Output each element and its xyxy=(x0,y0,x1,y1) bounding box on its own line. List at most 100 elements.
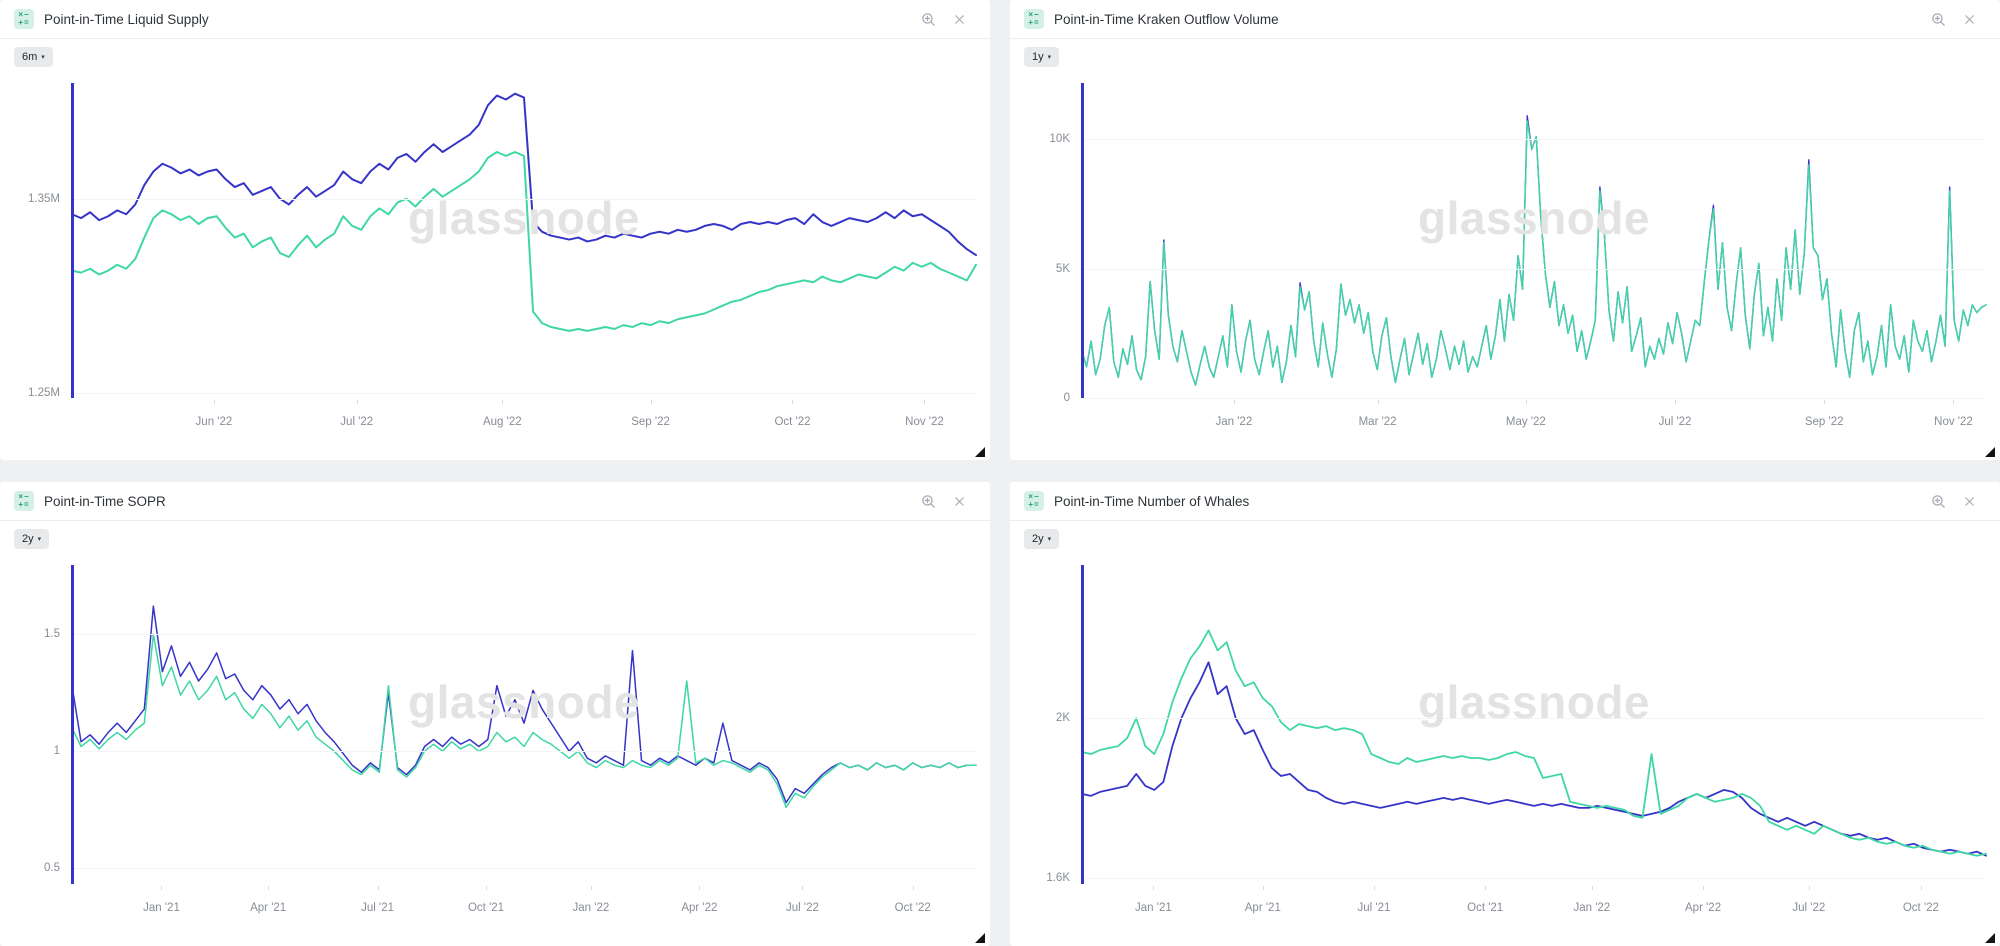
x-tick-label: Oct '21 xyxy=(467,902,505,914)
caret-down-icon: ▾ xyxy=(37,536,42,543)
time-range-dropdown[interactable]: 2y ▾ xyxy=(14,529,50,549)
time-range-dropdown[interactable]: 1y ▾ xyxy=(1024,47,1060,67)
y-axis-line xyxy=(1081,565,1084,884)
x-tick-label: Jul '22 xyxy=(340,416,374,428)
x-axis-labels: Jan '22 Mar '22 May '22 Jul '22 Sep '22 Nov '… xyxy=(1082,416,1986,430)
close-icon[interactable] xyxy=(1960,492,1978,510)
x-tick-mark xyxy=(377,886,379,890)
panel-title: Point-in-Time SOPR xyxy=(44,493,166,509)
x-tick-mark xyxy=(1262,886,1264,890)
x-tick-mark xyxy=(1703,886,1705,890)
close-icon[interactable] xyxy=(950,10,968,28)
resize-handle[interactable] xyxy=(975,447,985,457)
x-tick-label: Sep '22 xyxy=(631,416,670,428)
calculator-icon: ×− += xyxy=(14,491,34,511)
x-tick-label: Oct '22 xyxy=(894,902,931,914)
glassnode-watermark: glassnode xyxy=(1417,192,1651,245)
panel-sopr: ×− += Point-in-Time SOPR 2y ▾ 1.5 1 0.5 gl… xyxy=(0,482,990,946)
panel-header: ×− += Point-in-Time Kraken Outflow Volum… xyxy=(1010,0,2000,39)
series-line-green xyxy=(1082,121,1986,385)
x-tick-label: Jan '22 xyxy=(572,902,610,914)
x-tick-label: Jan '21 xyxy=(1135,902,1172,914)
calculator-icon-row1: ×− xyxy=(18,492,30,501)
caret-down-icon: ▾ xyxy=(41,54,45,61)
resize-handle[interactable] xyxy=(975,933,985,943)
y-axis-line xyxy=(1081,83,1084,398)
x-tick-mark xyxy=(1920,886,1922,890)
resize-handle[interactable] xyxy=(1985,933,1995,943)
time-range-dropdown[interactable]: 6m ▾ xyxy=(14,47,53,67)
y-tick-label: 1.35M xyxy=(28,192,60,205)
calculator-icon-row1: ×− xyxy=(1028,10,1040,19)
glassnode-watermark: glassnode xyxy=(407,192,641,245)
calculator-icon: ×− += xyxy=(14,9,34,29)
calculator-icon-row2: += xyxy=(18,18,30,27)
series-line-green xyxy=(1082,630,1986,855)
chart-plot-area[interactable]: glassnode xyxy=(71,83,976,404)
y-axis-labels: 1.35M 1.25M xyxy=(0,83,60,399)
resize-handle[interactable] xyxy=(1985,447,1995,457)
series-line-blue xyxy=(72,606,976,803)
gridline xyxy=(1082,398,1986,399)
gridline xyxy=(1082,718,1986,720)
gridline xyxy=(1082,268,1986,270)
chart-plot-area[interactable]: glassnode xyxy=(71,565,976,890)
time-range-dropdown[interactable]: 2y ▾ xyxy=(1024,529,1060,549)
zoom-in-icon[interactable] xyxy=(919,10,937,28)
zoom-in-icon[interactable] xyxy=(1929,492,1947,510)
x-tick-mark xyxy=(650,400,652,404)
series-line-blue xyxy=(72,94,976,255)
x-axis-labels: Jan '21 Apr '21 Jul '21 Oct '21 Jan '22 Apr '… xyxy=(72,902,976,916)
zoom-in-icon[interactable] xyxy=(1929,10,1947,28)
zoom-in-icon[interactable] xyxy=(919,492,937,510)
line-chart xyxy=(1082,565,1986,884)
chart-plot-area[interactable]: glassnode xyxy=(1081,83,1986,404)
x-tick-label: Jan '21 xyxy=(143,902,180,914)
panel-kraken-outflow: ×− += Point-in-Time Kraken Outflow Volum… xyxy=(1010,0,2000,460)
x-tick-mark xyxy=(1373,886,1375,890)
x-tick-label: Jun '22 xyxy=(195,416,233,428)
x-tick-mark xyxy=(486,886,488,890)
close-icon[interactable] xyxy=(1960,10,1978,28)
series-line-green xyxy=(72,152,976,331)
calculator-icon: ×− += xyxy=(1024,491,1044,511)
caret-down-icon: ▾ xyxy=(1047,54,1052,61)
header-actions xyxy=(919,492,968,510)
x-tick-label: Apr '22 xyxy=(1685,902,1722,914)
x-tick-mark xyxy=(924,400,926,404)
x-tick-label: Sep '22 xyxy=(1804,416,1844,428)
panel-number-of-whales: ×− += Point-in-Time Number of Whales 2y … xyxy=(1010,482,2000,946)
x-tick-label: Apr '21 xyxy=(1244,902,1281,914)
x-tick-label: Oct '22 xyxy=(1902,902,1939,914)
panel-header: ×− += Point-in-Time Liquid Supply xyxy=(0,0,990,39)
panel-body: 2y ▾ 1.5 1 0.5 glassnode Jan '21 Apr '21 Jul… xyxy=(0,521,990,946)
glassnode-watermark: glassnode xyxy=(407,676,641,729)
x-tick-label: Apr '22 xyxy=(681,902,718,914)
time-range-label: 2y xyxy=(22,533,34,545)
x-tick-mark xyxy=(1824,400,1826,404)
header-actions xyxy=(919,10,968,28)
y-axis-labels: 10K 5K 0 xyxy=(1010,83,1070,404)
header-actions xyxy=(1929,10,1978,28)
calculator-icon-row1: ×− xyxy=(18,10,30,19)
line-chart xyxy=(72,83,976,398)
y-tick-label: 2K xyxy=(1055,712,1070,725)
x-tick-label: Oct '22 xyxy=(774,416,811,428)
x-tick-label: Jul '22 xyxy=(785,902,819,914)
panel-title: Point-in-Time Kraken Outflow Volume xyxy=(1054,11,1279,27)
gridline xyxy=(72,393,976,395)
chart-plot-area[interactable]: glassnode xyxy=(1081,565,1986,890)
panel-liquid-supply: ×− += Point-in-Time Liquid Supply 6m ▾ 1… xyxy=(0,0,990,460)
x-tick-mark xyxy=(1675,400,1677,404)
gridline xyxy=(72,868,976,870)
time-range-label: 6m xyxy=(22,51,38,63)
x-tick-label: Jan '22 xyxy=(1215,416,1253,428)
close-icon[interactable] xyxy=(950,492,968,510)
calculator-icon-row2: += xyxy=(18,500,30,509)
y-tick-label: 5K xyxy=(1055,262,1070,275)
x-tick-mark xyxy=(1808,886,1810,890)
x-tick-mark xyxy=(1485,886,1487,890)
y-axis-line xyxy=(71,565,74,884)
x-tick-mark xyxy=(502,400,504,404)
